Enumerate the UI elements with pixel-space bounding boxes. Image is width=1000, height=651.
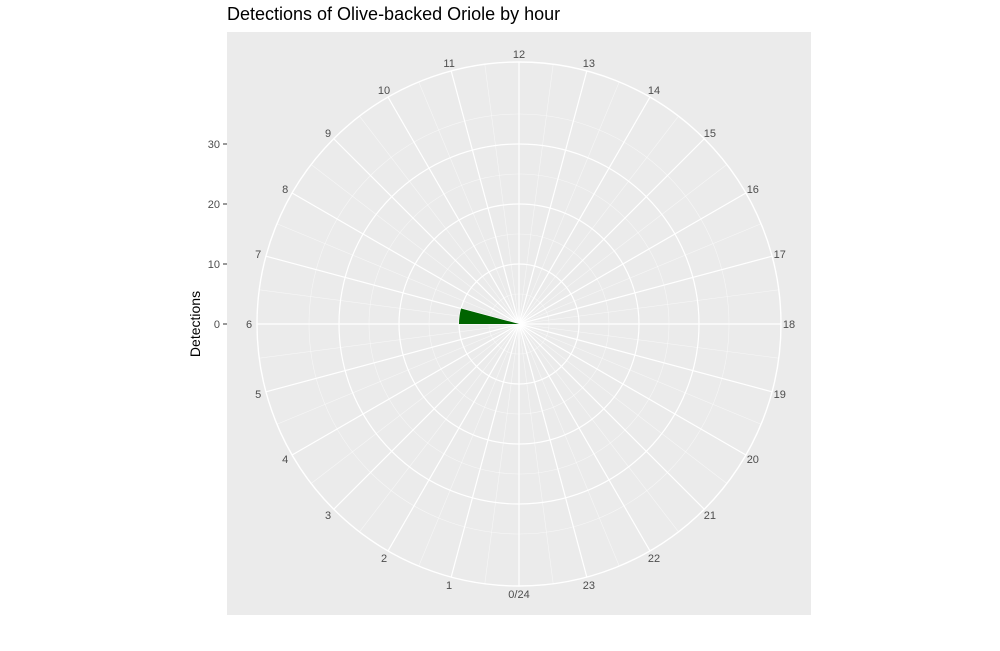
minor-spoke bbox=[276, 323, 520, 425]
bar-hour-6 bbox=[459, 308, 519, 324]
minor-spoke bbox=[518, 323, 779, 359]
minor-spoke bbox=[418, 81, 520, 325]
y-tick-label: 10 bbox=[208, 259, 220, 271]
hour-label: 21 bbox=[704, 510, 716, 522]
hour-spoke bbox=[333, 138, 520, 325]
hour-label: 0/24 bbox=[508, 589, 529, 601]
hour-label: 2 bbox=[381, 553, 387, 565]
hour-label: 18 bbox=[783, 319, 795, 331]
hour-label: 6 bbox=[246, 319, 252, 331]
minor-spoke bbox=[484, 323, 520, 584]
hour-label: 7 bbox=[255, 249, 261, 261]
minor-gridlines bbox=[259, 64, 779, 584]
hour-spoke bbox=[518, 96, 651, 325]
hour-label: 19 bbox=[774, 389, 786, 401]
hour-spoke bbox=[291, 192, 520, 325]
y-tick-label: 0 bbox=[214, 319, 220, 331]
hour-label: 8 bbox=[282, 184, 288, 196]
minor-spoke bbox=[359, 323, 520, 533]
hour-spoke bbox=[450, 323, 520, 578]
hour-spoke bbox=[387, 323, 520, 552]
hour-spoke bbox=[333, 323, 520, 510]
y-tick-label: 30 bbox=[208, 139, 220, 151]
minor-spoke bbox=[518, 323, 679, 533]
hour-labels: 0/24123456789101112131415161718192021222… bbox=[246, 49, 795, 601]
minor-spoke bbox=[276, 223, 520, 325]
hour-spoke bbox=[518, 192, 747, 325]
y-tick-label: 20 bbox=[208, 199, 220, 211]
hour-spoke bbox=[265, 323, 520, 393]
hour-label: 23 bbox=[583, 580, 595, 592]
hour-label: 17 bbox=[774, 249, 786, 261]
hour-spoke bbox=[518, 323, 651, 552]
y-axis-title: Detections bbox=[187, 291, 203, 357]
hour-label: 15 bbox=[704, 128, 716, 140]
minor-spoke bbox=[310, 323, 520, 484]
hour-label: 11 bbox=[443, 58, 454, 70]
hour-label: 12 bbox=[513, 49, 525, 61]
hour-label: 22 bbox=[648, 553, 660, 565]
hour-spoke bbox=[518, 323, 747, 456]
minor-spoke bbox=[418, 323, 520, 567]
hour-spoke bbox=[291, 323, 520, 456]
minor-spoke bbox=[484, 64, 520, 325]
hour-label: 13 bbox=[583, 58, 595, 70]
hour-spoke bbox=[518, 323, 705, 510]
minor-spoke bbox=[310, 164, 520, 325]
hour-label: 20 bbox=[747, 454, 759, 466]
hour-spoke bbox=[450, 70, 520, 325]
minor-spoke bbox=[518, 323, 554, 584]
minor-spoke bbox=[518, 64, 554, 325]
hour-label: 16 bbox=[747, 184, 759, 196]
hour-label: 3 bbox=[325, 510, 331, 522]
hour-label: 9 bbox=[325, 128, 331, 140]
hour-label: 10 bbox=[378, 85, 390, 97]
minor-spoke bbox=[518, 289, 779, 325]
y-axis: 0 10 20 30 bbox=[208, 139, 227, 331]
minor-spoke bbox=[518, 115, 679, 325]
minor-spoke bbox=[518, 323, 728, 484]
minor-spoke bbox=[518, 323, 620, 567]
minor-spoke bbox=[518, 81, 620, 325]
hour-spoke bbox=[518, 323, 588, 578]
minor-spoke bbox=[518, 223, 762, 325]
hour-spoke bbox=[518, 255, 773, 325]
bars bbox=[459, 308, 519, 324]
hour-spoke bbox=[387, 96, 520, 325]
hour-label: 5 bbox=[255, 389, 261, 401]
minor-spoke bbox=[518, 164, 728, 325]
hour-label: 1 bbox=[446, 580, 452, 592]
hour-spoke bbox=[518, 323, 773, 393]
hour-spoke bbox=[518, 70, 588, 325]
chart-title: Detections of Olive-backed Oriole by hou… bbox=[227, 4, 560, 24]
hour-label: 4 bbox=[282, 454, 288, 466]
minor-spoke bbox=[359, 115, 520, 325]
hour-spoke bbox=[518, 138, 705, 325]
minor-spoke bbox=[259, 323, 520, 359]
minor-spoke bbox=[518, 323, 762, 425]
hour-label: 14 bbox=[648, 85, 660, 97]
